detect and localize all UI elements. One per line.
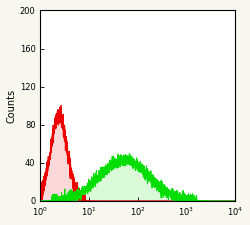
- Y-axis label: Counts: Counts: [7, 89, 17, 123]
